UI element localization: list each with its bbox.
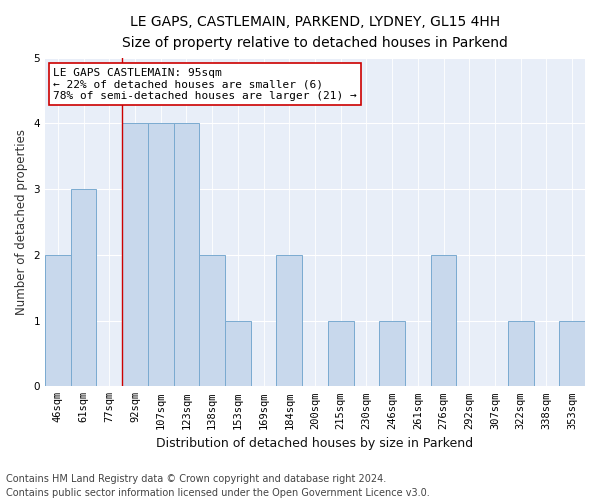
X-axis label: Distribution of detached houses by size in Parkend: Distribution of detached houses by size … — [157, 437, 473, 450]
Bar — [45, 255, 71, 386]
Bar — [431, 255, 457, 386]
Text: Contains HM Land Registry data © Crown copyright and database right 2024.
Contai: Contains HM Land Registry data © Crown c… — [6, 474, 430, 498]
Title: LE GAPS, CASTLEMAIN, PARKEND, LYDNEY, GL15 4HH
Size of property relative to deta: LE GAPS, CASTLEMAIN, PARKEND, LYDNEY, GL… — [122, 15, 508, 50]
Y-axis label: Number of detached properties: Number of detached properties — [15, 129, 28, 315]
Bar — [379, 320, 405, 386]
Bar — [559, 320, 585, 386]
Bar — [277, 255, 302, 386]
Bar — [173, 124, 199, 386]
Bar — [225, 320, 251, 386]
Bar — [328, 320, 353, 386]
Bar — [508, 320, 533, 386]
Bar — [71, 189, 97, 386]
Bar — [148, 124, 173, 386]
Bar — [122, 124, 148, 386]
Bar — [199, 255, 225, 386]
Text: LE GAPS CASTLEMAIN: 95sqm
← 22% of detached houses are smaller (6)
78% of semi-d: LE GAPS CASTLEMAIN: 95sqm ← 22% of detac… — [53, 68, 357, 101]
